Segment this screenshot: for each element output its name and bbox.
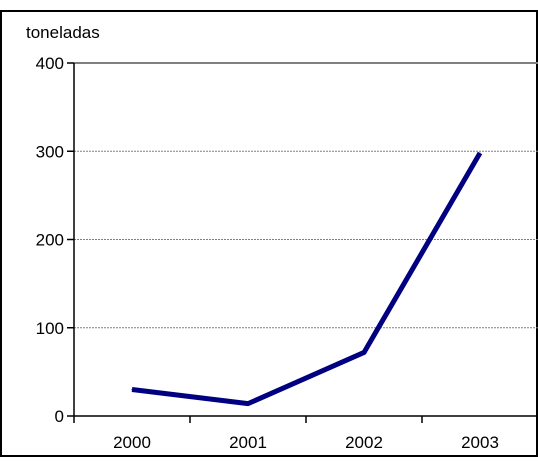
- y-axis-label: toneladas: [26, 23, 100, 42]
- y-tick-label-200: 200: [36, 231, 64, 250]
- y-tick-label-0: 0: [55, 407, 64, 426]
- y-tick-label-300: 300: [36, 142, 64, 161]
- data-point-2000: [131, 389, 133, 391]
- data-point-2001: [247, 403, 249, 405]
- x-tick-label-2002: 2002: [345, 433, 383, 452]
- x-tick-label-2003: 2003: [461, 433, 499, 452]
- series-line-0: [131, 151, 483, 407]
- tick-labels: 0 100 200 300 400 2000 2001 2002 2003: [36, 54, 499, 452]
- gridlines: [74, 62, 538, 329]
- axes: [67, 62, 538, 423]
- data-point-2003: [479, 152, 481, 154]
- y-tick-label-100: 100: [36, 319, 64, 338]
- y-tick-label-400: 400: [36, 54, 64, 73]
- x-tick-label-2000: 2000: [113, 433, 151, 452]
- series: [131, 151, 483, 407]
- x-tick-label-2001: 2001: [229, 433, 267, 452]
- chart-frame: [0, 10, 538, 457]
- data-point-2002: [363, 351, 365, 353]
